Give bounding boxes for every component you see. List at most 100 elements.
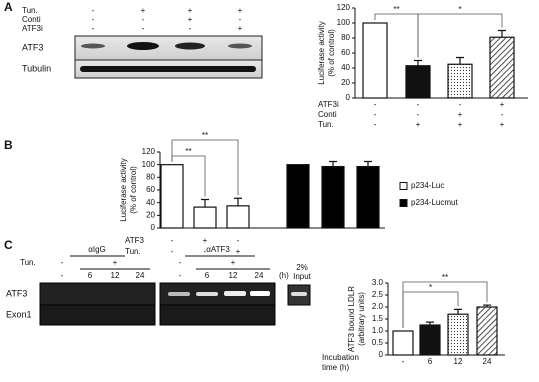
lane-label: 24 xyxy=(255,271,264,280)
error-bar xyxy=(498,29,506,38)
condition-sign: - xyxy=(374,110,377,119)
x-tick-label: 6 xyxy=(428,357,433,366)
condition-sign: - xyxy=(142,15,145,24)
condition-sign: + xyxy=(238,6,243,15)
bar xyxy=(447,63,473,99)
condition-sign: - xyxy=(459,100,462,109)
bar xyxy=(489,36,515,99)
y-tick-label: 0.5 xyxy=(372,338,384,347)
tun-sign: + xyxy=(231,258,236,267)
antibody-label: αATF3 xyxy=(206,245,230,254)
blot-row-label: ATF3 xyxy=(22,42,43,52)
bar xyxy=(321,165,345,229)
lane-label: 6 xyxy=(88,271,93,280)
bar xyxy=(362,22,388,99)
bar xyxy=(356,165,380,229)
y-axis-label: (arbitrary units) xyxy=(357,292,366,346)
western-blot xyxy=(74,35,263,79)
condition-sign: - xyxy=(374,100,377,109)
y-axis-label: (% of control) xyxy=(129,166,138,214)
legend-label: p234-Lucmut xyxy=(411,198,458,207)
condition-sign: - xyxy=(417,100,420,109)
legend-label: p234-Luc xyxy=(411,181,444,190)
input-label: Input xyxy=(293,272,312,281)
bar xyxy=(447,313,469,356)
error-bar xyxy=(414,59,422,66)
y-tick-label: 80 xyxy=(341,33,350,42)
condition-sign: + xyxy=(188,15,193,24)
bar xyxy=(226,205,250,229)
y-tick-label: 60 xyxy=(146,185,155,194)
y-tick-label: 0 xyxy=(151,223,156,232)
lane-label: 12 xyxy=(229,271,238,280)
blot-row-label: Tubulin xyxy=(22,63,51,73)
error-bar xyxy=(329,160,337,167)
y-tick-label: 0 xyxy=(346,93,351,102)
condition-sign: - xyxy=(92,15,95,24)
condition-sign: + xyxy=(458,110,463,119)
lane-label: - xyxy=(179,271,182,280)
condition-sign: - xyxy=(171,247,174,256)
y-tick-label: 3.0 xyxy=(372,278,384,287)
significance-label: ** xyxy=(442,273,448,282)
tun-sign: + xyxy=(113,258,118,267)
y-tick-label: 20 xyxy=(146,210,155,219)
condition-label: Tun. xyxy=(318,120,334,129)
error-bar xyxy=(364,160,372,167)
input-label: 2% xyxy=(296,263,308,272)
condition-label: Conti xyxy=(318,110,337,119)
chip-gel xyxy=(39,255,311,326)
condition-sign: + xyxy=(500,100,505,109)
y-tick-label: 120 xyxy=(337,3,351,12)
panel-label: A xyxy=(4,0,13,14)
condition-sign: - xyxy=(237,236,240,245)
bar xyxy=(286,164,310,229)
condition-sign: + xyxy=(141,6,146,15)
y-axis-label: Luciferase activity xyxy=(119,158,128,222)
condition-label: Tun. xyxy=(22,6,38,15)
condition-sign: + xyxy=(203,236,208,245)
y-tick-label: 60 xyxy=(341,48,350,57)
gel-row-label: Exon1 xyxy=(6,309,32,319)
unit-label: (h) xyxy=(279,271,289,280)
y-tick-label: 1.5 xyxy=(372,314,384,323)
gel-row-label: ATF3 xyxy=(6,288,27,298)
condition-sign: - xyxy=(92,24,95,33)
y-tick-label: 100 xyxy=(337,18,351,27)
y-tick-label: 40 xyxy=(146,198,155,207)
condition-sign: - xyxy=(171,236,174,245)
condition-sign: - xyxy=(501,110,504,119)
panel-label: C xyxy=(4,238,13,252)
panel-label: B xyxy=(4,138,13,152)
condition-sign: + xyxy=(458,120,463,129)
condition-label: Tun. xyxy=(125,247,141,256)
x-tick-label: 24 xyxy=(483,357,492,366)
tun-sign: - xyxy=(179,258,182,267)
condition-label: ATF3 xyxy=(125,236,145,245)
significance-bracket xyxy=(171,139,239,196)
bar xyxy=(160,164,184,229)
condition-label: ATF3i xyxy=(318,100,339,109)
x-tick-label: - xyxy=(402,357,405,366)
x-axis-label: Incubation xyxy=(322,353,359,362)
error-bar xyxy=(234,197,242,206)
condition-label: Conti xyxy=(22,15,41,24)
condition-sign: - xyxy=(204,247,207,256)
error-bar xyxy=(456,56,464,65)
y-tick-label: 2.0 xyxy=(372,302,384,311)
significance-label: ** xyxy=(185,147,191,156)
condition-sign: + xyxy=(236,247,241,256)
legend-swatch xyxy=(399,182,408,190)
lane-label: - xyxy=(61,271,64,280)
tun-label: Tun. xyxy=(20,258,36,267)
y-tick-label: 120 xyxy=(142,147,156,156)
error-bar xyxy=(454,308,462,315)
lane-label: 6 xyxy=(205,271,210,280)
error-bar xyxy=(483,304,491,307)
condition-sign: + xyxy=(188,6,193,15)
significance-label: * xyxy=(458,5,461,14)
condition-sign: - xyxy=(239,15,242,24)
bar xyxy=(193,206,217,229)
condition-sign: + xyxy=(238,24,243,33)
condition-sign: - xyxy=(374,120,377,129)
